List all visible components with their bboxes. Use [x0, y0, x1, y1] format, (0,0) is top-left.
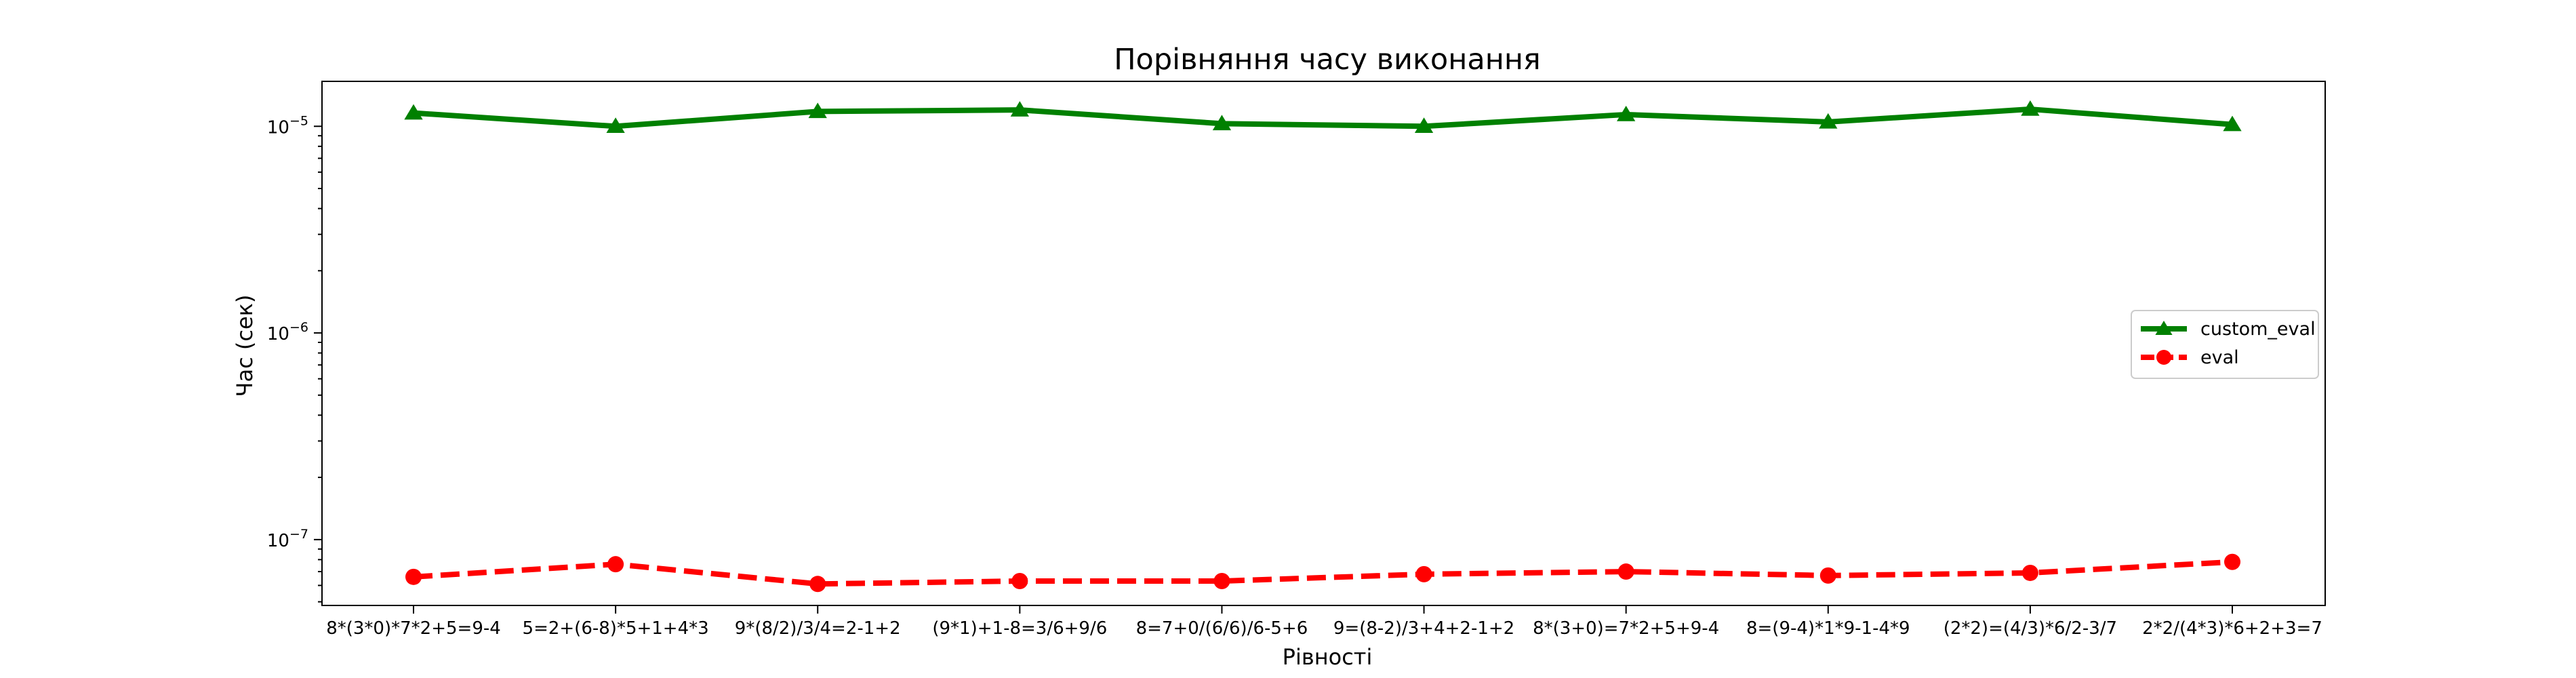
legend-label-custom_eval: custom_eval [2200, 319, 2316, 340]
series-custom_eval [404, 100, 2242, 134]
data-point-eval [809, 576, 826, 593]
data-point-eval [1415, 565, 1432, 582]
data-point-custom_eval [1212, 115, 1232, 131]
data-point-eval [2021, 564, 2038, 581]
data-point-eval [405, 568, 422, 585]
y-tick-label: 10−6 [267, 320, 308, 344]
series-line-eval [413, 559, 2233, 587]
x-tick-label: 8*(3*0)*7*2+5=9-4 [326, 618, 501, 639]
data-point-eval [1819, 567, 1836, 584]
x-tick-label: (2*2)=(4/3)*6/2-3/7 [1944, 618, 2117, 639]
x-tick-label: 8*(3+0)=7*2+5+9-4 [1533, 618, 1719, 639]
series-eval [405, 553, 2240, 593]
y-tick-label: 10−7 [267, 527, 308, 551]
x-tick-label: 5=2+(6-8)*5+1+4*3 [523, 618, 709, 639]
data-point-custom_eval [404, 104, 423, 120]
data-point-custom_eval [1617, 105, 1636, 121]
x-axis-ticks: 8*(3*0)*7*2+5=9-4 5=2+(6-8)*5+1+4*3 9*(8/2… [326, 605, 2322, 639]
data-point-custom_eval [1819, 113, 1838, 129]
data-point-eval [1213, 573, 1230, 590]
x-tick-label: 9=(8-2)/3+4+2-1+2 [1333, 618, 1514, 639]
data-point-custom_eval [2223, 115, 2242, 132]
x-tick-label: 8=7+0/(6/6)/6-5+6 [1136, 618, 1308, 639]
legend-label-eval: eval [2200, 347, 2239, 368]
series-line-custom_eval [413, 106, 2233, 129]
data-point-eval [607, 556, 624, 573]
y-tick-label: 10−5 [267, 113, 308, 138]
y-axis-ticks: 10−5 10−6 10−7 [267, 113, 322, 603]
data-point-eval [1011, 573, 1028, 590]
legend-marker-eval [2156, 350, 2171, 365]
data-point-custom_eval [1010, 101, 1029, 117]
y-axis-label: Час (сек) [232, 295, 258, 397]
chart-title: Порівняння часу виконання [1114, 43, 1541, 77]
x-tick-label: 9*(8/2)/3/4=2-1+2 [735, 618, 901, 639]
legend-marker-custom_eval [2155, 321, 2173, 335]
x-tick-label: 8=(9-4)*1*9-1-4*9 [1746, 618, 1910, 639]
x-tick-label: 2*2/(4*3)*6+2+3=7 [2142, 618, 2322, 639]
data-point-custom_eval [808, 102, 827, 119]
x-axis-label: Рівності [1283, 644, 1373, 670]
data-point-custom_eval [1414, 117, 1434, 134]
x-tick-label: (9*1)+1-8=3/6+9/6 [932, 618, 1107, 639]
data-point-eval [1617, 563, 1634, 580]
plot-area [404, 100, 2242, 593]
data-point-custom_eval [606, 117, 625, 134]
data-point-eval [2224, 553, 2240, 570]
data-point-custom_eval [2021, 100, 2040, 116]
plot-frame [321, 81, 2326, 606]
